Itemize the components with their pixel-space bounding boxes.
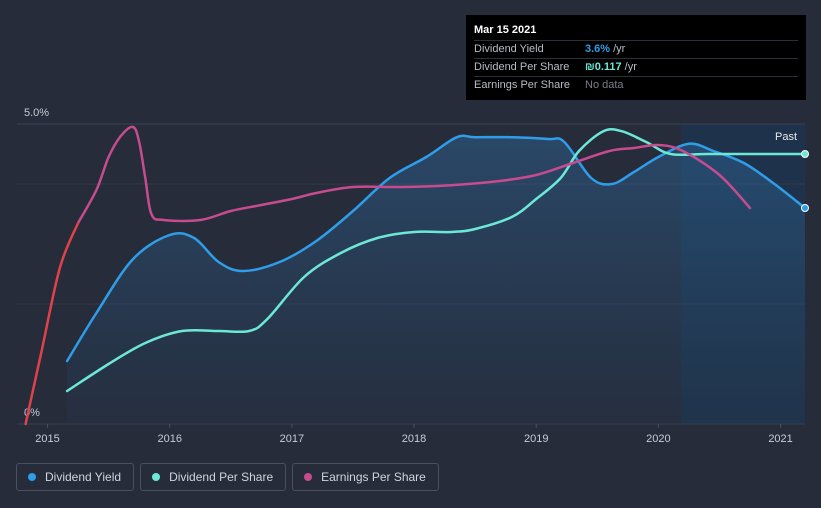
tooltip-label: Dividend Per Share bbox=[474, 61, 570, 73]
legend-label: Dividend Yield bbox=[45, 470, 122, 484]
dividend-yield-end-point bbox=[801, 204, 809, 212]
tooltip: Mar 15 2021 Dividend Yield 3.6% /yr Divi… bbox=[466, 15, 806, 100]
y-tick-label-top: 5.0% bbox=[24, 107, 49, 119]
tooltip-label: Dividend Yield bbox=[474, 43, 544, 55]
x-tick-label: 2015 bbox=[35, 433, 59, 445]
tooltip-date: Mar 15 2021 bbox=[474, 24, 537, 36]
dividend-per-share-line bbox=[65, 128, 807, 393]
area-layer bbox=[67, 135, 806, 424]
x-tick-label: 2019 bbox=[524, 433, 548, 445]
legend-item-earnings-per-share[interactable]: Earnings Per Share bbox=[292, 463, 439, 491]
x-tick-label: 2018 bbox=[402, 433, 426, 445]
chart: 5.0% 0% Past 2015 2016 2017 2018 2019 2020 202… bbox=[17, 107, 809, 445]
tooltip-unit: /yr bbox=[624, 61, 637, 73]
dividend-per-share-end-point bbox=[801, 150, 809, 158]
tooltip-unit: /yr bbox=[613, 43, 626, 55]
tooltip-row-earnings-per-share: Earnings Per Share No data bbox=[474, 76, 798, 94]
x-tick-label: 2021 bbox=[768, 433, 792, 445]
past-label: Past bbox=[775, 131, 797, 143]
tooltip-value: No data bbox=[585, 79, 624, 91]
tooltip-value: ₪0.117 bbox=[585, 61, 622, 73]
dividend-yield-area bbox=[67, 135, 806, 424]
legend-label: Dividend Per Share bbox=[169, 470, 274, 484]
legend-item-dividend-per-share[interactable]: Dividend Per Share bbox=[140, 463, 287, 491]
legend-dot-icon bbox=[304, 473, 313, 481]
legend-label: Earnings Per Share bbox=[321, 470, 426, 484]
x-tick-label: 2017 bbox=[280, 433, 304, 445]
x-axis-ticks: 2015 2016 2017 2018 2019 2020 2021 bbox=[35, 424, 793, 445]
dividend-yield-line bbox=[65, 134, 807, 363]
legend-item-dividend-yield[interactable]: Dividend Yield bbox=[16, 463, 135, 491]
tooltip-row-dividend-yield: Dividend Yield 3.6% /yr bbox=[474, 40, 798, 58]
legend: Dividend Yield Dividend Per Share Earnin… bbox=[16, 463, 439, 491]
line-layer bbox=[24, 125, 809, 426]
earnings-per-share-line bbox=[76, 125, 752, 225]
tooltip-row-dividend-per-share: Dividend Per Share ₪0.117 /yr bbox=[474, 58, 798, 76]
legend-dot-icon bbox=[28, 473, 36, 481]
legend-dot-icon bbox=[152, 473, 161, 481]
x-tick-label: 2016 bbox=[157, 433, 181, 445]
tooltip-value: 3.6% bbox=[585, 43, 611, 55]
x-tick-label: 2020 bbox=[646, 433, 670, 445]
tooltip-label: Earnings Per Share bbox=[474, 79, 570, 91]
earnings-per-share-initial-segment-line bbox=[24, 221, 80, 426]
